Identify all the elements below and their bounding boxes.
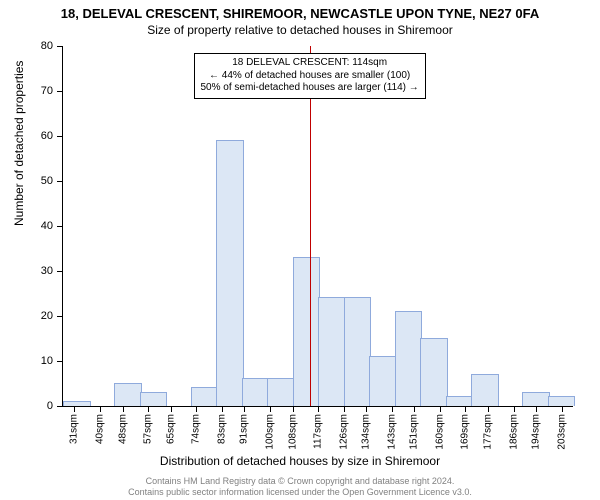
x-tick-label: 108sqm — [287, 414, 298, 450]
histogram-bar — [446, 396, 474, 406]
x-tick-label: 126sqm — [338, 414, 349, 450]
histogram-bar — [344, 297, 372, 406]
y-axis-title: Number of detached properties — [12, 61, 26, 226]
x-tick-label: 100sqm — [264, 414, 275, 450]
y-tick-label: 30 — [41, 265, 63, 277]
callout-line: 50% of semi-detached houses are larger (… — [201, 82, 419, 95]
histogram-bar — [395, 311, 423, 407]
y-tick-label: 0 — [47, 400, 63, 412]
x-tick — [318, 406, 319, 412]
y-tick-label: 10 — [41, 355, 63, 367]
x-tick-label: 169sqm — [460, 414, 471, 450]
histogram-bar — [216, 140, 244, 407]
x-tick — [270, 406, 271, 412]
footer-line: Contains HM Land Registry data © Crown c… — [0, 476, 600, 487]
x-tick-label: 57sqm — [143, 414, 154, 444]
x-axis-title: Distribution of detached houses by size … — [0, 454, 600, 468]
histogram-bar — [522, 392, 550, 407]
x-tick-label: 186sqm — [508, 414, 519, 450]
y-tick-label: 80 — [41, 40, 63, 52]
x-tick-label: 134sqm — [361, 414, 372, 450]
histogram-bar — [293, 257, 321, 407]
histogram-bar — [420, 338, 448, 407]
x-tick — [222, 406, 223, 412]
x-tick — [293, 406, 294, 412]
histogram-bar — [242, 378, 270, 406]
histogram-bar — [114, 383, 142, 407]
x-tick — [392, 406, 393, 412]
x-tick — [148, 406, 149, 412]
x-tick — [562, 406, 563, 412]
x-tick-label: 31sqm — [69, 414, 80, 444]
histogram-bar — [548, 396, 576, 406]
histogram-bar — [267, 378, 295, 406]
y-tick-label: 50 — [41, 175, 63, 187]
footer-attribution: Contains HM Land Registry data © Crown c… — [0, 476, 600, 498]
x-tick-label: 194sqm — [531, 414, 542, 450]
y-tick-label: 40 — [41, 220, 63, 232]
x-tick — [100, 406, 101, 412]
x-tick-label: 83sqm — [216, 414, 227, 444]
x-tick — [440, 406, 441, 412]
footer-line: Contains public sector information licen… — [0, 487, 600, 498]
x-tick-label: 40sqm — [94, 414, 105, 444]
x-tick — [488, 406, 489, 412]
x-tick-label: 160sqm — [434, 414, 445, 450]
page-subtitle: Size of property relative to detached ho… — [0, 21, 600, 37]
histogram-bar — [471, 374, 499, 407]
y-tick-label: 70 — [41, 85, 63, 97]
histogram-bar — [63, 401, 91, 407]
histogram-bar — [318, 297, 346, 406]
callout-line: ← 44% of detached houses are smaller (10… — [201, 70, 419, 83]
histogram-bar — [369, 356, 397, 407]
x-tick — [74, 406, 75, 412]
x-tick-label: 48sqm — [117, 414, 128, 444]
x-tick — [414, 406, 415, 412]
x-tick — [514, 406, 515, 412]
histogram-bar — [191, 387, 219, 406]
x-tick — [344, 406, 345, 412]
x-tick-label: 151sqm — [409, 414, 420, 450]
x-tick-label: 177sqm — [483, 414, 494, 450]
page-title: 18, DELEVAL CRESCENT, SHIREMOOR, NEWCAST… — [0, 0, 600, 21]
histogram-plot: 0102030405060708031sqm40sqm48sqm57sqm65s… — [62, 46, 573, 407]
x-tick — [196, 406, 197, 412]
histogram-bar — [140, 392, 168, 407]
x-tick-label: 143sqm — [386, 414, 397, 450]
x-tick — [536, 406, 537, 412]
property-callout: 18 DELEVAL CRESCENT: 114sqm← 44% of deta… — [194, 53, 426, 99]
x-tick-label: 65sqm — [165, 414, 176, 444]
property-marker-line — [310, 46, 311, 406]
x-tick — [465, 406, 466, 412]
x-tick-label: 74sqm — [191, 414, 202, 444]
x-tick — [171, 406, 172, 412]
y-tick-label: 60 — [41, 130, 63, 142]
x-tick — [366, 406, 367, 412]
x-tick — [123, 406, 124, 412]
x-tick — [244, 406, 245, 412]
y-tick-label: 20 — [41, 310, 63, 322]
x-tick-label: 91sqm — [239, 414, 250, 444]
x-tick-label: 203sqm — [556, 414, 567, 450]
callout-line: 18 DELEVAL CRESCENT: 114sqm — [201, 57, 419, 70]
x-tick-label: 117sqm — [313, 414, 324, 449]
